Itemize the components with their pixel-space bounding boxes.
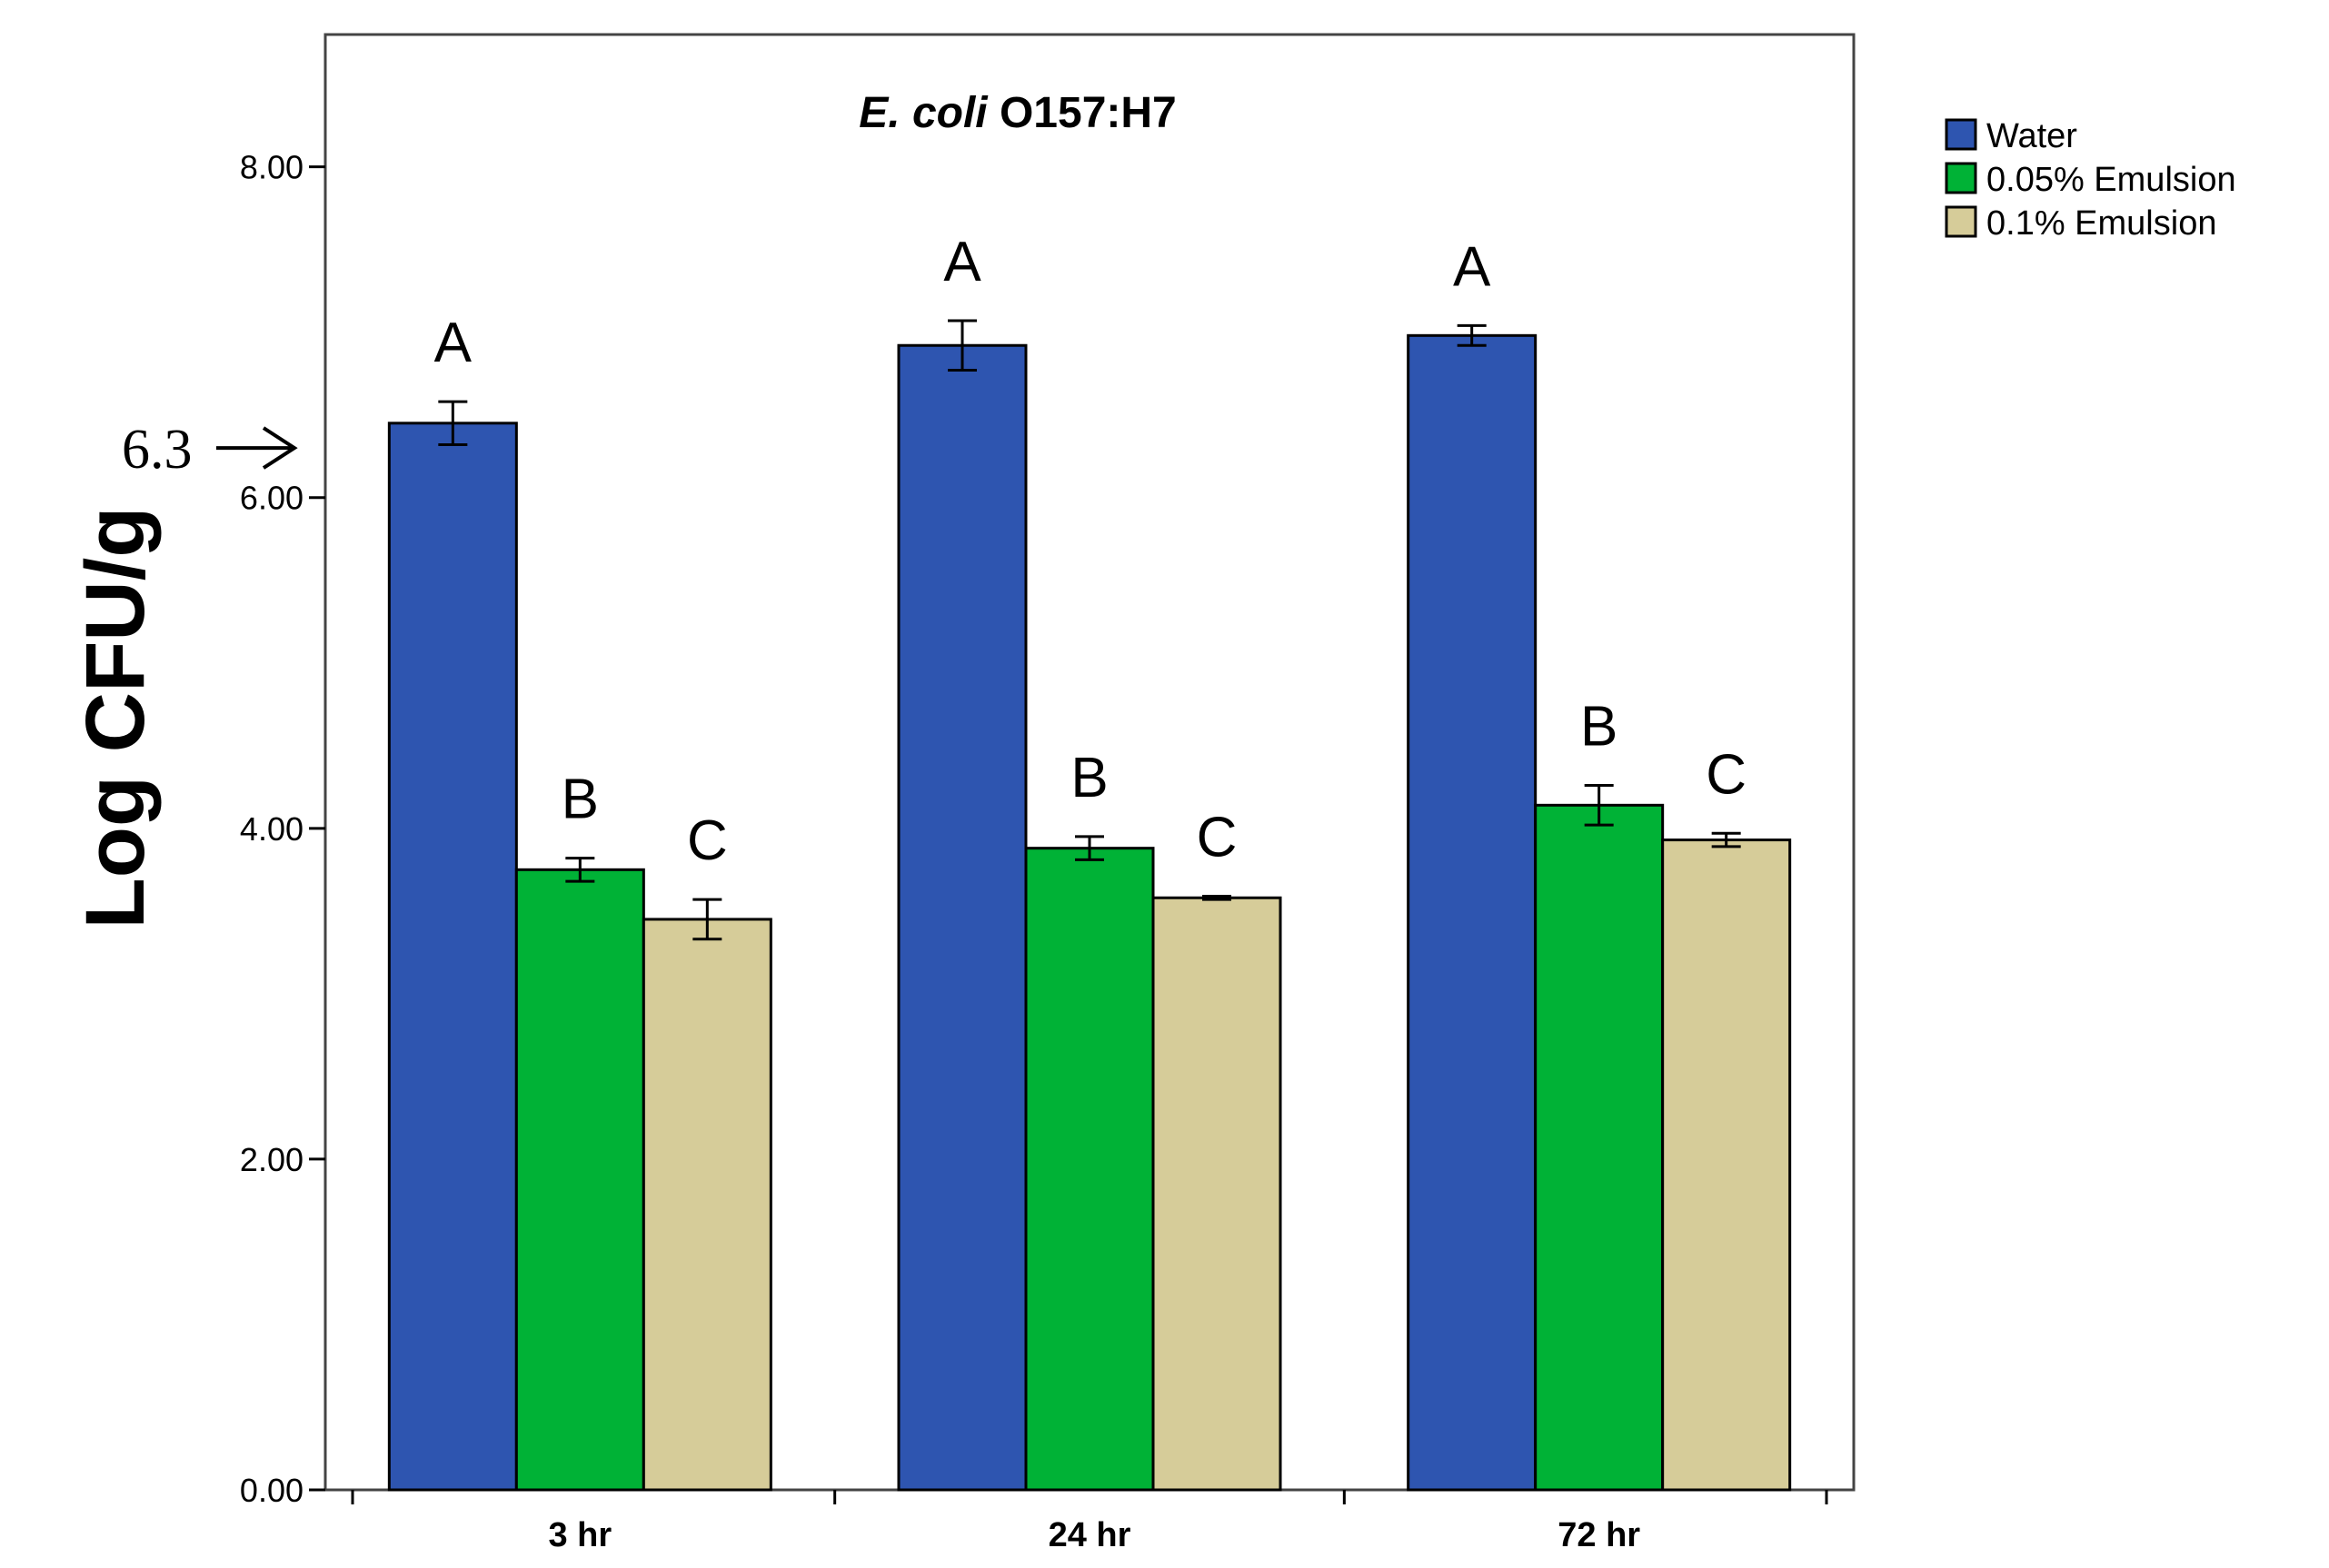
significance-letter: C bbox=[1197, 806, 1238, 868]
significance-letter: C bbox=[687, 809, 728, 872]
y-tick-label: 2.00 bbox=[240, 1141, 304, 1178]
chart-title-italic: E. coli bbox=[859, 89, 989, 137]
annotation-arrow-head bbox=[262, 426, 298, 470]
annotation-6-3: 6.3 bbox=[122, 419, 298, 481]
legend-label: 0.1% Emulsion bbox=[1986, 204, 2216, 243]
legend-swatch bbox=[1945, 118, 1977, 151]
bar bbox=[1407, 333, 1538, 1492]
y-tick-label: 6.00 bbox=[240, 480, 304, 517]
bar bbox=[897, 343, 1028, 1492]
significance-letter: A bbox=[1453, 235, 1491, 298]
x-category-label: 24 hr bbox=[1049, 1516, 1131, 1554]
legend-label: Water bbox=[1986, 117, 2077, 155]
significance-letter: B bbox=[562, 769, 599, 831]
legend-swatch bbox=[1945, 205, 1977, 238]
legend-swatch bbox=[1945, 162, 1977, 194]
y-tick-label: 8.00 bbox=[240, 149, 304, 186]
y-tick-label: 0.00 bbox=[240, 1472, 304, 1509]
bar bbox=[1661, 839, 1792, 1492]
bar bbox=[1024, 847, 1155, 1492]
bar bbox=[1151, 896, 1282, 1492]
significance-letter: A bbox=[434, 312, 473, 374]
annotation-text: 6.3 bbox=[122, 419, 193, 481]
x-category-label: 72 hr bbox=[1558, 1516, 1640, 1554]
significance-letter: A bbox=[943, 231, 981, 293]
significance-letter: B bbox=[1070, 747, 1108, 809]
bar bbox=[514, 868, 645, 1492]
bar bbox=[387, 422, 518, 1492]
chart-title: E. coli O157:H7 bbox=[859, 89, 1176, 137]
legend: Water 0.05% Emulsion 0.1% Emulsion bbox=[1945, 117, 2236, 243]
chart-title-rest: O157:H7 bbox=[988, 89, 1177, 137]
bar bbox=[1534, 803, 1665, 1492]
x-category-label: 3 hr bbox=[548, 1516, 612, 1554]
bar bbox=[642, 918, 772, 1492]
y-axis-label: Log CFU/g bbox=[69, 507, 162, 929]
legend-label: 0.05% Emulsion bbox=[1986, 161, 2236, 199]
significance-letter: C bbox=[1706, 743, 1747, 806]
y-tick-label: 4.00 bbox=[240, 810, 304, 848]
significance-letter: B bbox=[1580, 695, 1617, 758]
